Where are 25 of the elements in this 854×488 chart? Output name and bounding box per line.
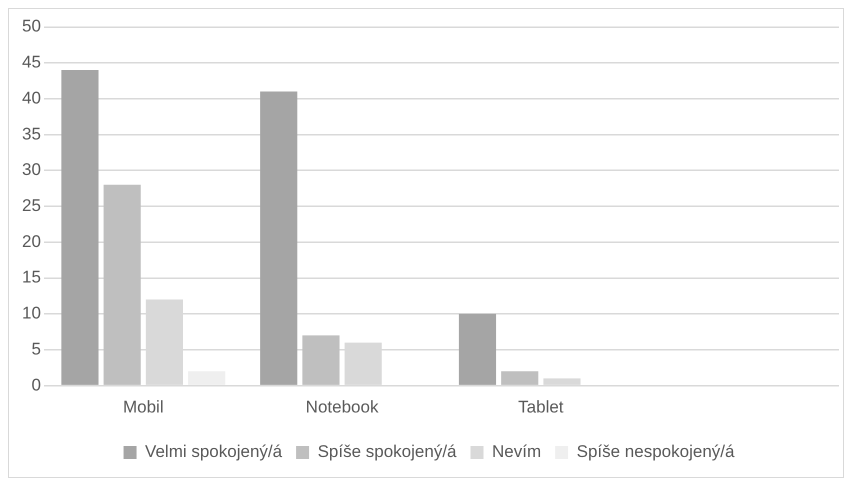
y-tick-label: 0 xyxy=(31,375,41,394)
bar xyxy=(61,70,99,385)
bar xyxy=(501,371,538,385)
y-tick-label: 25 xyxy=(22,196,41,215)
y-tick-label: 10 xyxy=(22,304,41,323)
y-tick-label: 40 xyxy=(22,88,41,108)
y-tick-label: 35 xyxy=(22,124,41,144)
x-tick-label: Tablet xyxy=(518,397,564,416)
x-tick-label: Notebook xyxy=(306,397,379,416)
bar xyxy=(458,314,496,385)
y-tick-label: 45 xyxy=(22,52,41,72)
y-tick-label: 15 xyxy=(22,268,41,287)
y-tick-label: 20 xyxy=(22,232,41,251)
legend-label: Spíše spokojený/á xyxy=(318,442,458,462)
legend-label: Spíše nespokojený/á xyxy=(576,442,735,462)
bar xyxy=(260,92,298,385)
y-tick-label: 5 xyxy=(31,339,41,358)
x-tick-label: Mobil xyxy=(122,397,164,416)
bar xyxy=(104,184,141,385)
bar xyxy=(188,371,226,385)
bar xyxy=(302,335,340,385)
y-tick-label: 50 xyxy=(22,16,41,36)
y-tick-label: 30 xyxy=(22,160,41,180)
legend-label: Nevím xyxy=(492,442,542,462)
legend-label: Velmi spokojený/á xyxy=(145,442,283,462)
